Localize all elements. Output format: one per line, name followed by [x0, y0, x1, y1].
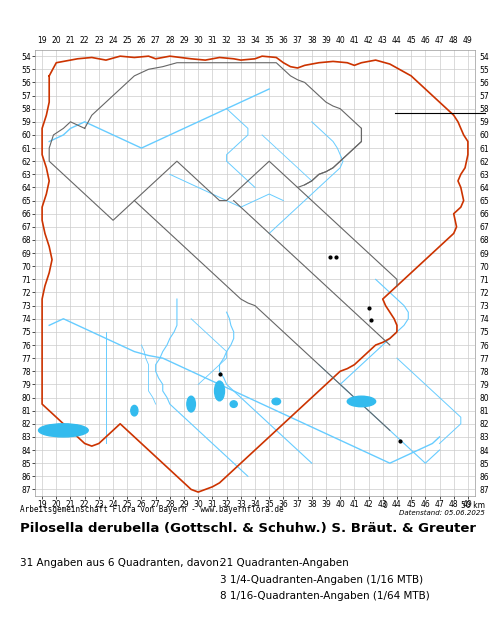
Ellipse shape: [230, 401, 237, 407]
Text: 3 1/4-Quadranten-Angaben (1/16 MTB): 3 1/4-Quadranten-Angaben (1/16 MTB): [220, 575, 423, 585]
Text: 31 Angaben aus 6 Quadranten, davon:: 31 Angaben aus 6 Quadranten, davon:: [20, 558, 222, 568]
Ellipse shape: [131, 405, 138, 416]
Text: Pilosella derubella (Gottschl. & Schuhw.) S. Bräut. & Greuter: Pilosella derubella (Gottschl. & Schuhw.…: [20, 522, 476, 535]
Text: 8 1/16-Quadranten-Angaben (1/64 MTB): 8 1/16-Quadranten-Angaben (1/64 MTB): [220, 591, 430, 601]
Ellipse shape: [214, 381, 224, 401]
Text: 21 Quadranten-Angaben: 21 Quadranten-Angaben: [220, 558, 349, 568]
Text: Arbeitsgemeinschaft Flora von Bayern - www.bayernflora.de: Arbeitsgemeinschaft Flora von Bayern - w…: [20, 505, 283, 515]
Ellipse shape: [38, 424, 88, 437]
Ellipse shape: [348, 396, 376, 407]
Text: 50 km: 50 km: [461, 501, 485, 510]
Ellipse shape: [187, 396, 196, 412]
Text: Datenstand: 05.06.2025: Datenstand: 05.06.2025: [399, 510, 485, 516]
Ellipse shape: [272, 398, 280, 405]
Text: 0: 0: [382, 501, 388, 510]
